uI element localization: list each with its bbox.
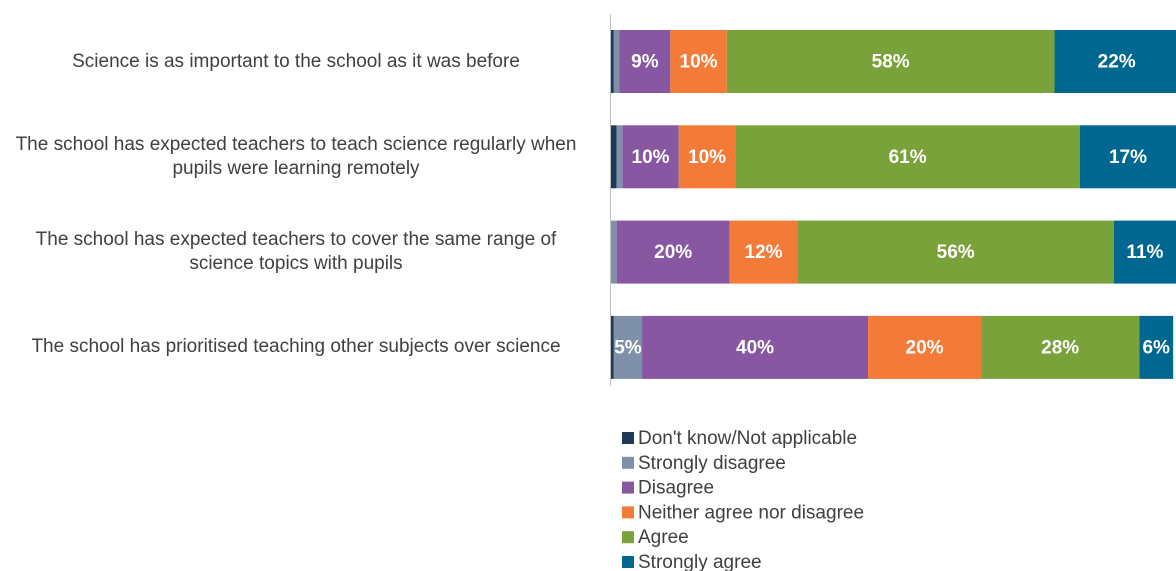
legend-swatch <box>622 506 634 519</box>
bar-segment <box>729 220 798 284</box>
bar-segment <box>678 125 736 189</box>
legend-label: Strongly agree <box>638 552 762 571</box>
legend-label: Don't know/Not applicable <box>638 428 857 449</box>
data-label: 6% <box>1142 337 1170 358</box>
category-label: The school has prioritised teaching othe… <box>31 336 561 358</box>
bar-segment <box>981 315 1140 379</box>
category-label: Science is as important to the school as… <box>72 50 520 72</box>
bar-segment <box>642 315 869 379</box>
data-label: 56% <box>937 242 975 263</box>
data-label: 20% <box>906 337 944 358</box>
data-label: 20% <box>654 242 692 263</box>
bar-segment <box>797 220 1114 284</box>
bar-segment <box>735 125 1080 189</box>
bar-segment <box>611 30 614 93</box>
bar-segment <box>726 30 1055 93</box>
bar-segment <box>613 315 643 379</box>
data-label: 40% <box>736 337 774 358</box>
legend-label: Neither agree nor disagree <box>638 502 864 523</box>
bar-segment <box>613 30 620 93</box>
legend-swatch <box>622 556 634 568</box>
legend-swatch <box>622 432 634 444</box>
data-label: 17% <box>1109 147 1147 168</box>
bar-segment <box>868 315 982 379</box>
bar-segment <box>616 125 623 189</box>
data-label: 9% <box>631 52 659 73</box>
legend-swatch <box>622 481 634 494</box>
bar-segment <box>611 315 614 379</box>
legend-swatch <box>622 456 634 469</box>
bar-segment <box>611 125 617 189</box>
category-label: The school has expected teachers to teac… <box>15 133 577 179</box>
data-label: 28% <box>1041 337 1079 358</box>
data-label: 10% <box>680 52 718 73</box>
data-label: 22% <box>1098 52 1136 73</box>
data-label: 10% <box>632 147 670 168</box>
bar-segment <box>1113 220 1176 284</box>
legend-label: Agree <box>638 527 689 548</box>
data-label: 12% <box>745 242 783 263</box>
data-label: 61% <box>889 147 927 168</box>
bar-segment <box>1054 30 1176 93</box>
category-label: The school has expected teachers to cove… <box>35 229 557 275</box>
bar-segment <box>611 220 617 284</box>
bar-segment <box>1079 125 1176 189</box>
data-label: 10% <box>688 147 726 168</box>
bar-segment <box>670 30 727 93</box>
data-label: 58% <box>872 52 910 73</box>
legend-swatch <box>622 531 634 544</box>
bar-segment <box>616 220 730 284</box>
legend-label: Disagree <box>638 478 714 499</box>
data-label: 5% <box>614 337 642 358</box>
bar-segment <box>1139 315 1174 379</box>
data-label: 11% <box>1126 242 1163 263</box>
legend-label: Strongly disagree <box>638 453 786 474</box>
bar-segment <box>622 125 679 189</box>
bar-segment <box>619 30 671 93</box>
